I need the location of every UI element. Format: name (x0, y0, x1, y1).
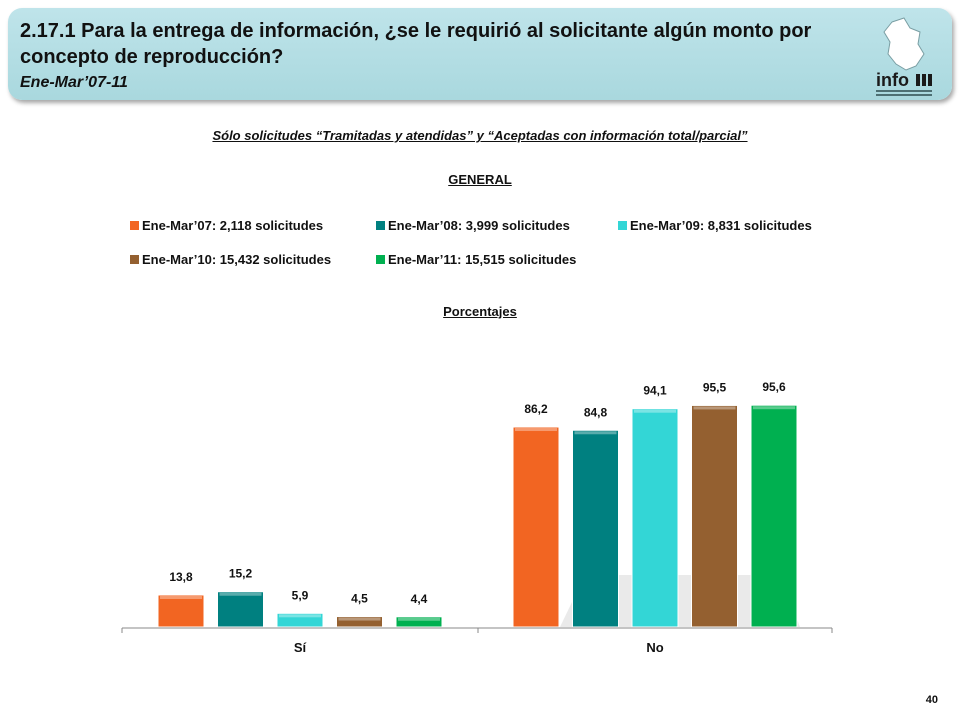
legend-item-5: Ene-Mar’11: 15,515 solicitudes (376, 252, 576, 267)
legend-item-4: Ene-Mar’10: 15,432 solicitudes (130, 252, 331, 267)
data-label-si-4: 4,5 (351, 592, 368, 606)
bar-highlight-si-1 (160, 595, 202, 599)
data-label-no-2: 84,8 (584, 405, 608, 419)
header-banner: 2.17.1 Para la entrega de información, ¿… (8, 8, 952, 100)
legend-swatch-5 (376, 255, 385, 264)
legend-swatch-4 (130, 255, 139, 264)
category-label-2: No (646, 640, 663, 655)
section-general-label: GENERAL (448, 172, 512, 187)
bar-highlight-si-5 (398, 617, 440, 621)
bar-si-3 (276, 612, 324, 628)
data-label-no-5: 95,6 (762, 380, 786, 394)
data-label-si-1: 13,8 (169, 570, 193, 584)
legend-item-1: Ene-Mar’07: 2,118 solicitudes (130, 218, 323, 233)
period-label: Ene-Mar’07-11 (20, 74, 128, 91)
legend-swatch-3 (618, 221, 627, 230)
bar-si-4 (336, 616, 383, 628)
legend-label-3: Ene-Mar’09: 8,831 solicitudes (630, 218, 812, 233)
data-label-no-1: 86,2 (524, 402, 548, 416)
data-label-si-3: 5,9 (292, 588, 309, 602)
legend-label-1: Ene-Mar’07: 2,118 solicitudes (142, 218, 324, 233)
legend-swatch-1 (130, 221, 139, 230)
bar-highlight-no-2 (574, 431, 617, 435)
info-logo-icon: info (876, 17, 932, 96)
chart-subtitle: Sólo solicitudes “Tramitadas y atendidas… (212, 128, 748, 143)
legend-label-4: Ene-Mar’10: 15,432 solicitudes (142, 252, 332, 267)
bar-no-4 (691, 404, 738, 628)
legend-item-3: Ene-Mar’09: 8,831 solicitudes (618, 218, 812, 233)
legend-swatch-2 (376, 221, 385, 230)
bars-shadow (560, 575, 800, 627)
data-label-si-2: 15,2 (229, 567, 253, 581)
bar-highlight-si-4 (338, 617, 381, 621)
legend-label-2: Ene-Mar’08: 3,999 solicitudes (388, 218, 570, 233)
bar-highlight-si-3 (279, 614, 321, 618)
legend-label-5: Ene-Mar’11: 15,515 solicitudes (388, 252, 577, 267)
bar-si-1 (157, 594, 205, 628)
bar-si-5 (395, 616, 443, 628)
legend-item-2: Ene-Mar’08: 3,999 solicitudes (376, 218, 570, 233)
bar-highlight-no-1 (515, 428, 557, 432)
bar-highlight-si-2 (219, 592, 262, 596)
bar-highlight-no-3 (634, 409, 676, 413)
page-title: 2.17.1 Para la entrega de información, ¿… (20, 20, 812, 68)
bar-no-1 (512, 426, 560, 628)
section-percent-label: Porcentajes (443, 304, 517, 319)
data-label-si-5: 4,4 (411, 592, 428, 606)
data-label-no-4: 95,5 (703, 380, 727, 394)
bar-highlight-no-4 (693, 406, 736, 410)
bar-highlight-no-5 (753, 406, 795, 410)
category-label-1: Sí (294, 640, 307, 655)
bar-no-3 (631, 408, 679, 628)
logo-text: info (876, 70, 909, 90)
bar-no-5 (750, 404, 798, 628)
data-label-no-3: 94,1 (643, 384, 667, 398)
bar-si-2 (217, 591, 264, 628)
bar-no-2 (572, 429, 619, 628)
page-number: 40 (925, 694, 938, 706)
